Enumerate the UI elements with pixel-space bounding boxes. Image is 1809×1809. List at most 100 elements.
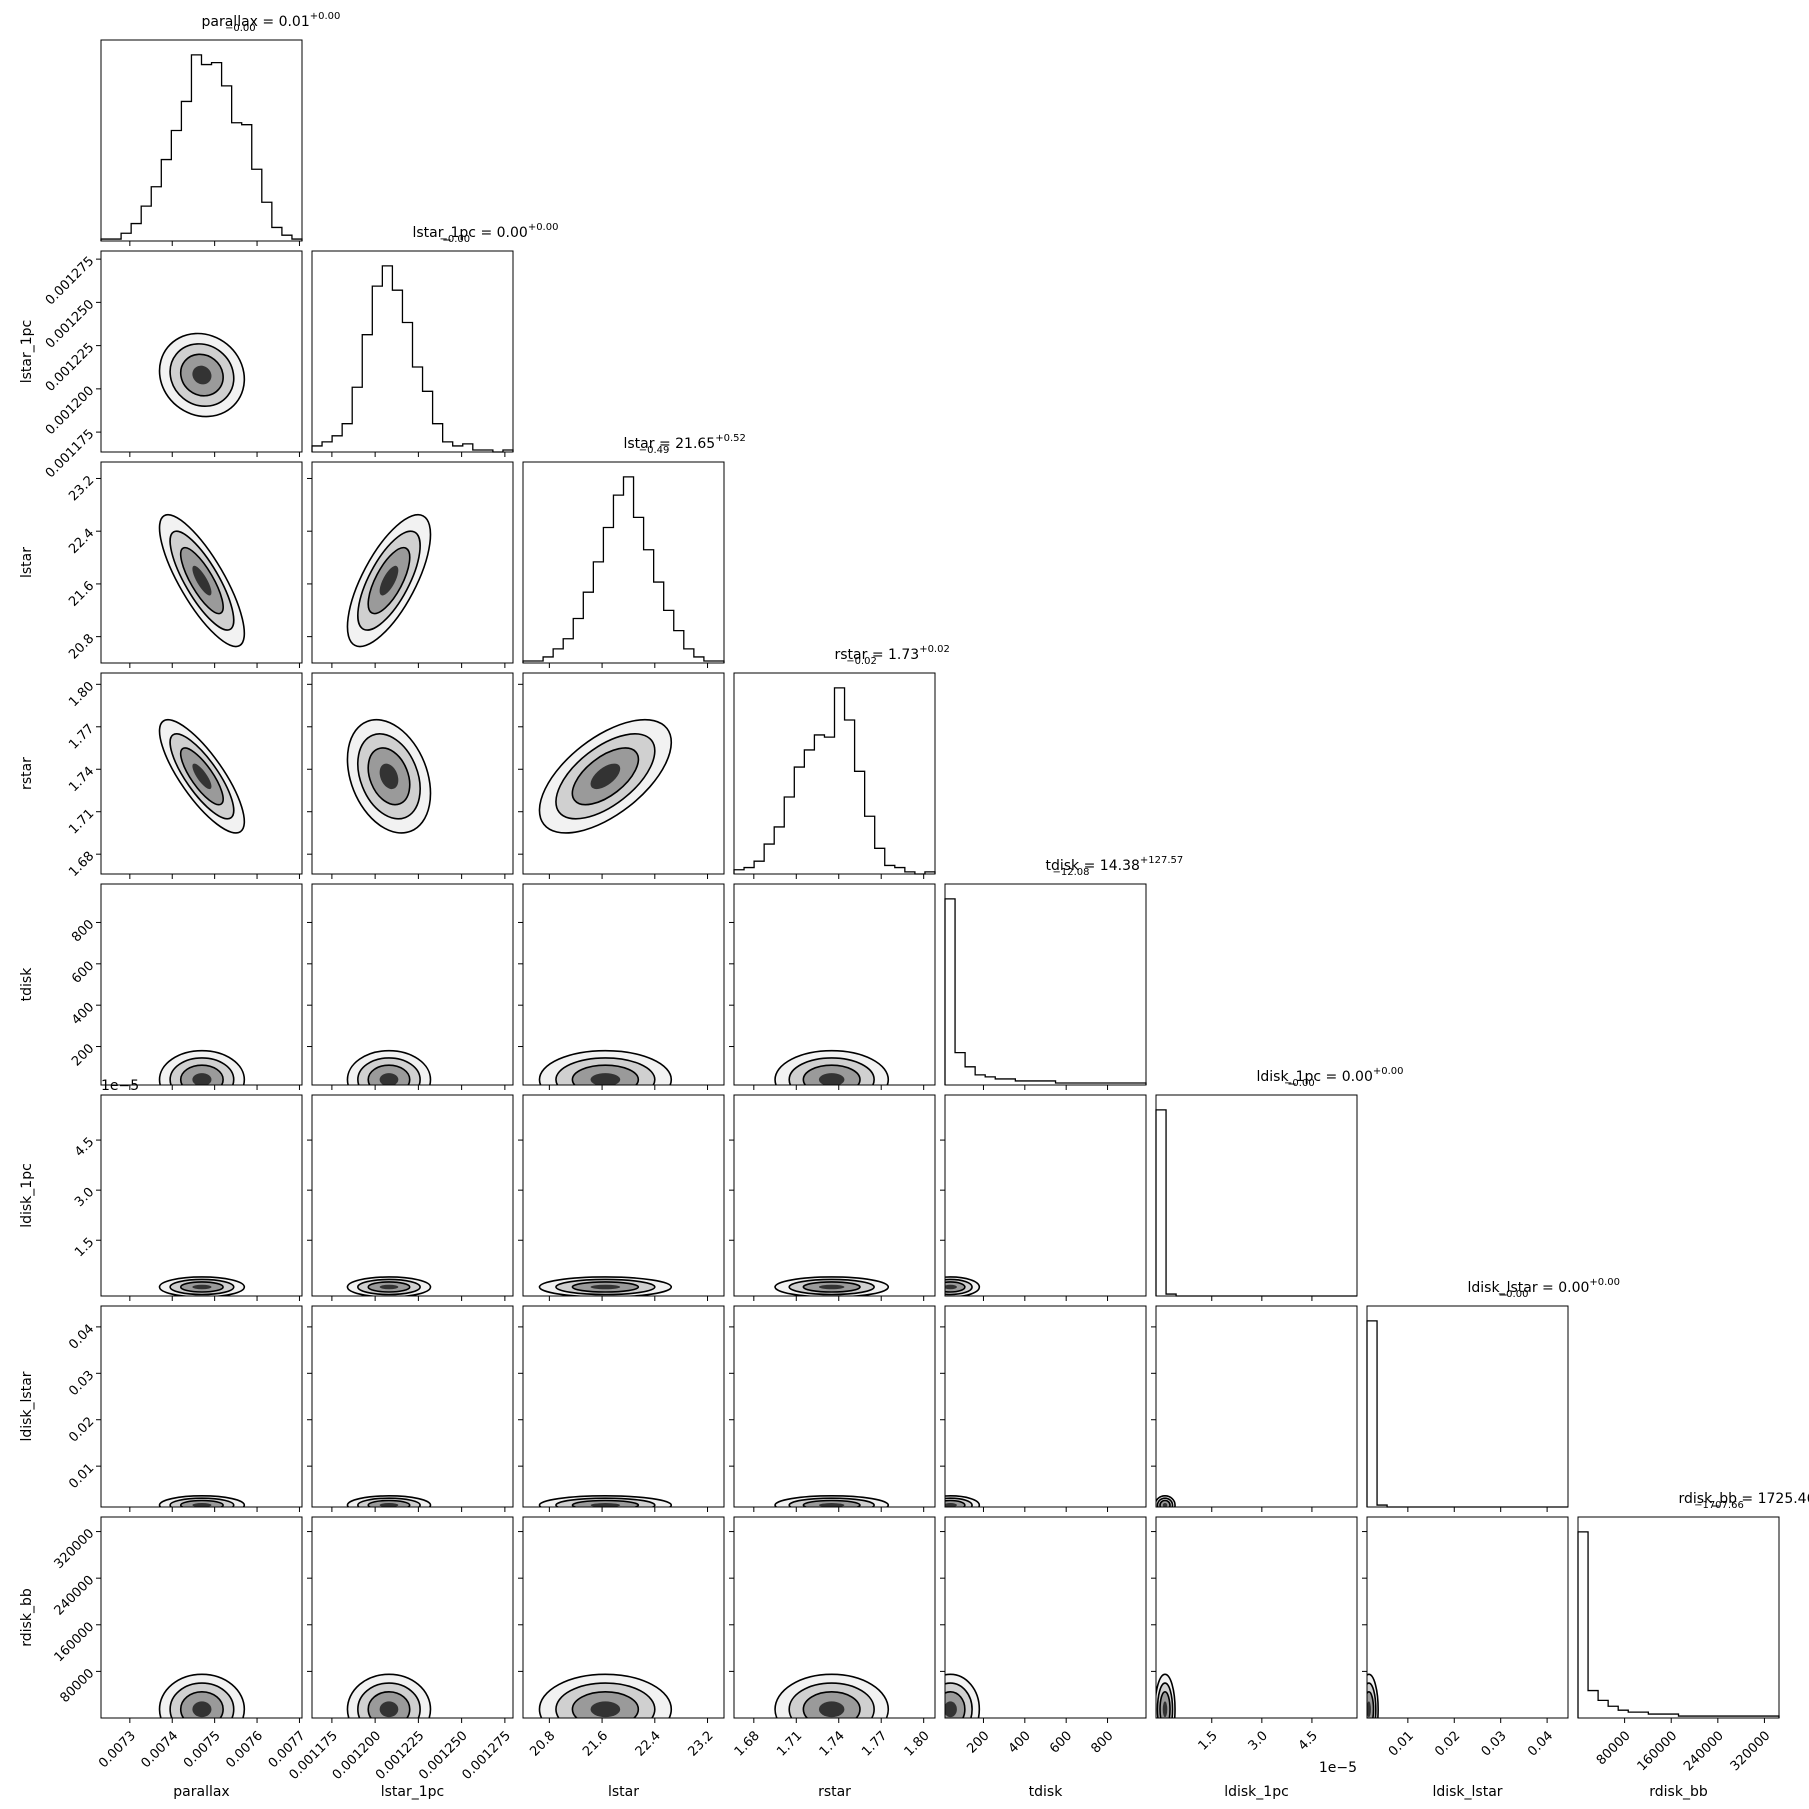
density-panel — [774, 1673, 890, 1718]
density-contour — [379, 1701, 399, 1718]
x-tick-label: 1.68 — [732, 1728, 763, 1759]
x-tick-label: 1.77 — [859, 1728, 890, 1759]
density-panel — [158, 1276, 246, 1296]
title-text: tdisk = 14.38 — [1046, 858, 1140, 874]
panel-frame — [311, 1516, 514, 1719]
title-plus: +0.00 — [310, 11, 341, 22]
density-panel — [346, 1049, 432, 1085]
y-tick-label: 80000 — [57, 1666, 97, 1706]
panel-title: ldisk_1pc = 0.00+0.00 −0.00 — [1257, 1066, 1404, 1089]
title-minus: −0.00 — [1498, 1289, 1529, 1300]
panel-frame — [522, 1305, 725, 1508]
panel-frame — [100, 1516, 303, 1719]
density-contour — [192, 1073, 212, 1085]
panel-frame — [733, 883, 936, 1086]
y-tick-label: 3.0 — [72, 1185, 97, 1210]
title-minus: −0.00 — [440, 234, 471, 245]
panel-frame — [1577, 1516, 1780, 1719]
panel-frame — [1155, 1516, 1358, 1719]
density-contour — [192, 1284, 212, 1290]
x-tick-label: 1.5 — [1196, 1728, 1221, 1753]
x-tick-label: 0.0073 — [96, 1728, 139, 1771]
title-text: parallax = 0.01 — [202, 14, 310, 30]
title-minus: −1707.66 — [1694, 1500, 1744, 1511]
panel-frame — [1366, 1305, 1569, 1508]
x-tick-label: 0.03 — [1479, 1728, 1510, 1759]
density-panel — [346, 513, 432, 648]
x-axis-label: parallax — [173, 1784, 229, 1800]
panel-title: tdisk = 14.38+127.57 −12.08 — [1046, 855, 1184, 878]
x-tick-label: 160000 — [1635, 1728, 1681, 1774]
x-tick-label: 1.71 — [774, 1728, 805, 1759]
histogram — [522, 476, 725, 663]
density-contour — [590, 1284, 621, 1290]
title-minus: −0.00 — [225, 23, 256, 34]
density-contour — [379, 1073, 399, 1085]
y-tick-label: 21.6 — [66, 579, 97, 610]
density-contour — [590, 763, 621, 790]
title-text: rstar = 1.73 — [835, 647, 920, 663]
y-tick-label: 1.80 — [66, 679, 97, 710]
title-minus: −0.49 — [639, 445, 670, 456]
panel-frame — [100, 39, 303, 242]
density-contour — [818, 1701, 845, 1718]
panel-frame — [944, 1305, 1147, 1508]
density-panel — [158, 513, 246, 648]
x-tick-label: 0.0075 — [181, 1728, 224, 1771]
density-panel — [538, 1495, 673, 1507]
panel-frame — [522, 672, 725, 875]
panel-frame — [733, 1094, 936, 1297]
title-plus: +0.00 — [1589, 1277, 1620, 1288]
density-panel — [945, 1276, 981, 1296]
density-panel — [158, 1049, 246, 1085]
y-tick-label: 23.2 — [66, 473, 97, 504]
y-tick-label: 22.4 — [66, 526, 97, 557]
y-tick-label: 240000 — [52, 1573, 98, 1619]
density-panel — [1367, 1673, 1379, 1718]
histogram — [944, 898, 1147, 1085]
density-contour — [379, 1284, 399, 1290]
density-contour — [590, 1701, 621, 1718]
y-axis-label: lstar_1pc — [19, 320, 35, 384]
y-tick-label: 4.5 — [72, 1135, 97, 1160]
x-tick-label: 21.6 — [580, 1728, 611, 1759]
density-contour — [945, 1503, 957, 1507]
panel-frame — [522, 1094, 725, 1297]
density-contour — [818, 1073, 845, 1085]
title-plus: +0.00 — [1373, 1066, 1404, 1077]
density-panel — [158, 332, 246, 418]
panel-title: lstar_1pc = 0.00+0.00 −0.00 — [413, 222, 559, 245]
x-tick-label: 0.0076 — [223, 1728, 266, 1771]
density-panel — [158, 1495, 246, 1507]
y-tick-label: 0.02 — [66, 1414, 97, 1445]
x-axis-label: rdisk_bb — [1649, 1784, 1708, 1800]
density-panel — [346, 718, 432, 834]
density-panel — [158, 718, 246, 834]
panel-frame — [944, 883, 1147, 1086]
panel-frame — [733, 1516, 936, 1719]
y-axis-label: rstar — [19, 757, 35, 790]
panel-frame — [100, 1094, 303, 1297]
y-tick-label: 0.04 — [66, 1322, 97, 1353]
title-plus: +127.57 — [1140, 855, 1183, 866]
panel-title: rstar = 1.73+0.02 −0.02 — [835, 644, 950, 667]
density-panel — [538, 718, 673, 834]
title-text: lstar = 21.65 — [624, 436, 716, 452]
density-contour — [590, 1073, 621, 1085]
y-tick-label: 1.71 — [66, 806, 97, 837]
histogram — [733, 687, 936, 875]
y-axis-label: ldisk_1pc — [19, 1163, 35, 1228]
density-panel — [346, 1276, 432, 1296]
x-axis-label: rstar — [818, 1784, 851, 1800]
y-tick-label: 600 — [69, 959, 97, 987]
panel-frame — [1155, 1305, 1358, 1508]
panel-frame — [944, 1516, 1147, 1719]
density-contour — [192, 365, 212, 385]
title-plus: +0.02 — [919, 644, 950, 655]
y-tick-label: 20.8 — [66, 631, 97, 662]
panel-title: parallax = 0.01+0.00 −0.00 — [202, 11, 341, 34]
panel-frame — [733, 672, 936, 875]
density-contour — [1162, 1701, 1168, 1718]
density-contour — [945, 1284, 957, 1290]
